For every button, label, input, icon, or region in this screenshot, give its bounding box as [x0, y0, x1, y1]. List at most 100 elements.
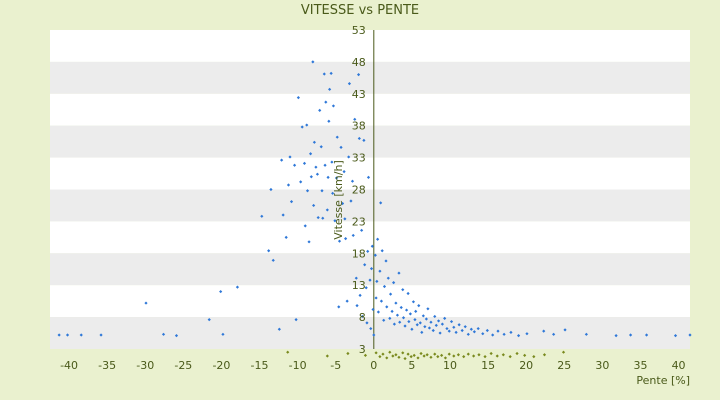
data-point	[644, 333, 649, 337]
grid-band	[50, 189, 690, 222]
data-point	[408, 312, 412, 316]
data-point	[385, 305, 389, 309]
x-tick-label: 20	[519, 359, 533, 372]
data-point	[144, 301, 148, 305]
data-point	[363, 263, 367, 267]
data-point	[292, 163, 297, 167]
data-point	[305, 189, 310, 193]
data-point	[552, 332, 556, 336]
data-point	[327, 119, 331, 123]
data-point	[379, 299, 384, 303]
data-point	[425, 353, 429, 357]
y-tick-label: 8	[359, 311, 366, 324]
data-point	[434, 323, 438, 327]
x-tick-label: -5	[330, 359, 341, 372]
data-point	[614, 334, 618, 338]
data-point	[397, 271, 401, 275]
data-point	[447, 329, 451, 333]
grid-band	[50, 317, 690, 349]
data-point	[350, 179, 355, 183]
data-point	[349, 199, 353, 203]
data-point	[281, 213, 285, 217]
x-tick-label: -25	[174, 359, 192, 372]
data-point	[392, 322, 396, 326]
data-point	[410, 327, 414, 331]
x-tick-label: -15	[251, 359, 269, 372]
data-point	[423, 325, 427, 329]
data-point	[422, 354, 426, 358]
data-point	[427, 326, 432, 330]
data-point	[353, 117, 357, 121]
data-point	[429, 320, 433, 324]
data-point	[307, 240, 311, 244]
data-point	[416, 356, 420, 360]
data-point	[347, 81, 352, 86]
data-point	[375, 279, 379, 283]
data-point	[457, 323, 461, 327]
data-point	[321, 216, 325, 220]
data-point	[235, 285, 240, 289]
data-point	[331, 104, 336, 108]
data-point	[57, 333, 61, 337]
data-point	[322, 72, 326, 76]
data-point	[219, 289, 223, 294]
data-point	[99, 333, 103, 337]
data-point	[289, 200, 294, 204]
y-tick-label: 18	[352, 247, 366, 260]
data-point	[294, 318, 298, 322]
data-point	[447, 352, 451, 356]
data-point	[436, 355, 440, 359]
x-tick-label: -20	[212, 359, 230, 372]
x-tick-label: 5	[408, 359, 415, 372]
data-point	[267, 249, 271, 253]
data-point	[174, 334, 179, 338]
data-point	[302, 161, 307, 165]
grid-band	[50, 93, 690, 126]
data-point	[320, 189, 324, 193]
data-point	[495, 354, 499, 358]
data-point	[312, 140, 316, 144]
data-point	[315, 172, 320, 176]
data-point	[398, 320, 402, 324]
grid-band	[50, 30, 690, 62]
data-point	[561, 350, 566, 354]
grid-band	[50, 61, 690, 94]
data-point	[426, 307, 430, 311]
data-point	[392, 281, 396, 285]
data-point	[300, 125, 304, 129]
data-point	[371, 307, 375, 312]
data-point	[329, 71, 333, 75]
data-point	[509, 330, 513, 335]
data-point	[366, 175, 371, 179]
data-point	[362, 138, 366, 142]
secondary-series	[286, 350, 566, 361]
data-point	[542, 353, 547, 357]
data-point	[481, 332, 485, 336]
y-tick-label: 43	[352, 88, 366, 101]
data-point	[489, 351, 493, 356]
data-point	[339, 145, 343, 149]
x-tick-label: -10	[289, 359, 307, 372]
data-point	[342, 170, 346, 174]
data-point	[374, 296, 378, 300]
data-point	[443, 356, 448, 360]
data-point	[452, 354, 456, 358]
data-point	[477, 353, 481, 357]
data-point	[463, 325, 467, 329]
data-point	[413, 318, 417, 322]
data-point	[431, 328, 435, 333]
data-point	[414, 309, 418, 313]
data-point	[373, 253, 377, 257]
data-point	[79, 333, 83, 337]
data-point	[314, 165, 318, 169]
data-point	[419, 351, 423, 356]
data-point	[472, 354, 476, 358]
data-point	[421, 314, 425, 318]
data-point	[311, 60, 315, 64]
x-tick-label: -40	[60, 359, 78, 372]
data-point	[346, 351, 350, 356]
data-point	[386, 276, 390, 280]
data-point	[330, 160, 334, 164]
data-point	[420, 330, 424, 335]
